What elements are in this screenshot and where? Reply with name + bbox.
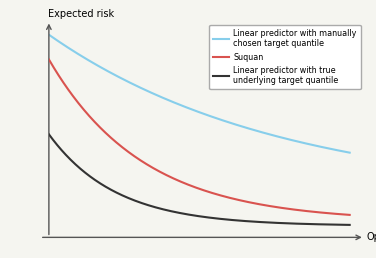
Text: Expected risk: Expected risk (48, 9, 114, 19)
Legend: Linear predictor with manually
chosen target quantile, Suquan, Linear predictor : Linear predictor with manually chosen ta… (209, 25, 361, 89)
Text: Optimisation: Optimisation (366, 232, 376, 242)
